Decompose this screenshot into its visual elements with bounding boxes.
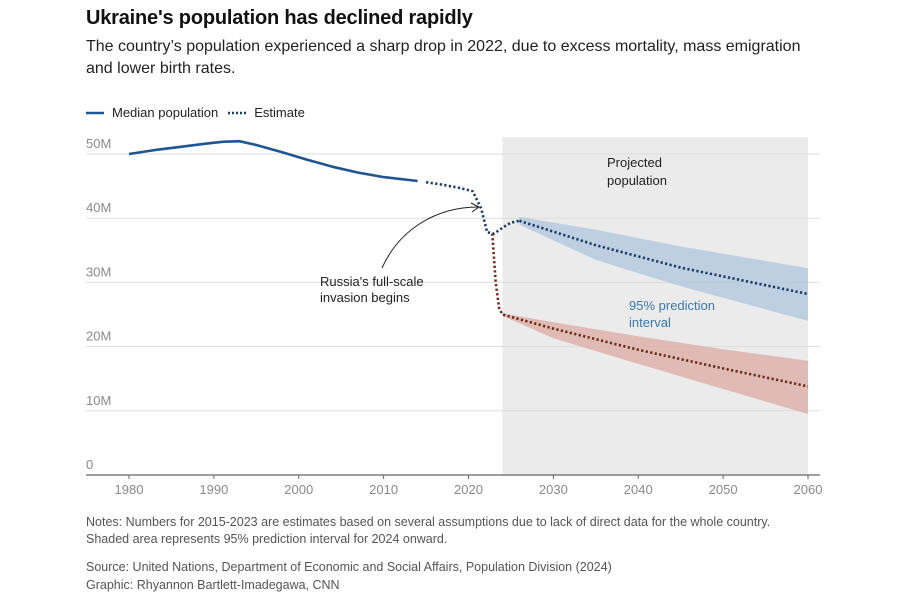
chart-legend: Median population Estimate xyxy=(86,105,315,120)
x-tick-label: 2010 xyxy=(369,482,398,497)
y-tick-label: 10M xyxy=(86,393,111,408)
y-tick-label: 20M xyxy=(86,329,111,344)
y-tick-label: 30M xyxy=(86,264,111,279)
annotation-interval-line1: 95% prediction xyxy=(629,298,715,313)
legend-label-median: Median population xyxy=(112,105,219,120)
y-tick-label: 50M xyxy=(86,136,111,151)
prediction-band-lower xyxy=(502,313,808,414)
x-tick-label: 2030 xyxy=(539,482,568,497)
annotation-arrowhead xyxy=(470,202,480,213)
y-tick-label: 40M xyxy=(86,200,111,215)
chart-source: Source: United Nations, Department of Ec… xyxy=(86,558,612,594)
x-tick-label: 1990 xyxy=(199,482,228,497)
annotation-interval-line2: interval xyxy=(629,315,671,330)
x-tick-label: 2050 xyxy=(709,482,738,497)
chart-notes: Notes: Numbers for 2015-2023 are estimat… xyxy=(86,515,771,546)
legend-solid-line-icon xyxy=(86,111,104,114)
series-estimate-line xyxy=(425,180,520,235)
legend-item-estimate: Estimate xyxy=(228,105,305,120)
graphic-credit: Graphic: Rhyannon Bartlett-Imadegawa, CN… xyxy=(86,578,340,592)
x-tick-label: 1980 xyxy=(115,482,144,497)
x-tick-label: 2040 xyxy=(624,482,653,497)
annotation-arrow xyxy=(381,206,479,269)
annotation-invasion-line1: Russia's full-scale xyxy=(320,274,424,289)
y-tick-label: 0 xyxy=(86,457,93,472)
legend-dotted-line-icon xyxy=(228,111,247,114)
x-tick-label: 2000 xyxy=(284,482,313,497)
chart-subtitle: The country’s population experienced a s… xyxy=(86,38,801,77)
source-line: Source: United Nations, Department of Ec… xyxy=(86,560,612,574)
annotation-projected-line2: population xyxy=(607,173,667,188)
legend-item-median: Median population xyxy=(86,105,218,120)
x-tick-label: 2060 xyxy=(794,482,823,497)
annotation-invasion-line2: invasion begins xyxy=(320,290,410,305)
chart-title: Ukraine's population has declined rapidl… xyxy=(86,7,473,29)
legend-label-estimate: Estimate xyxy=(254,105,305,120)
x-tick-label: 2020 xyxy=(454,482,483,497)
annotation-projected-line1: Projected xyxy=(607,155,662,170)
projection-lower-line xyxy=(491,233,809,388)
series-median-line xyxy=(128,139,418,183)
